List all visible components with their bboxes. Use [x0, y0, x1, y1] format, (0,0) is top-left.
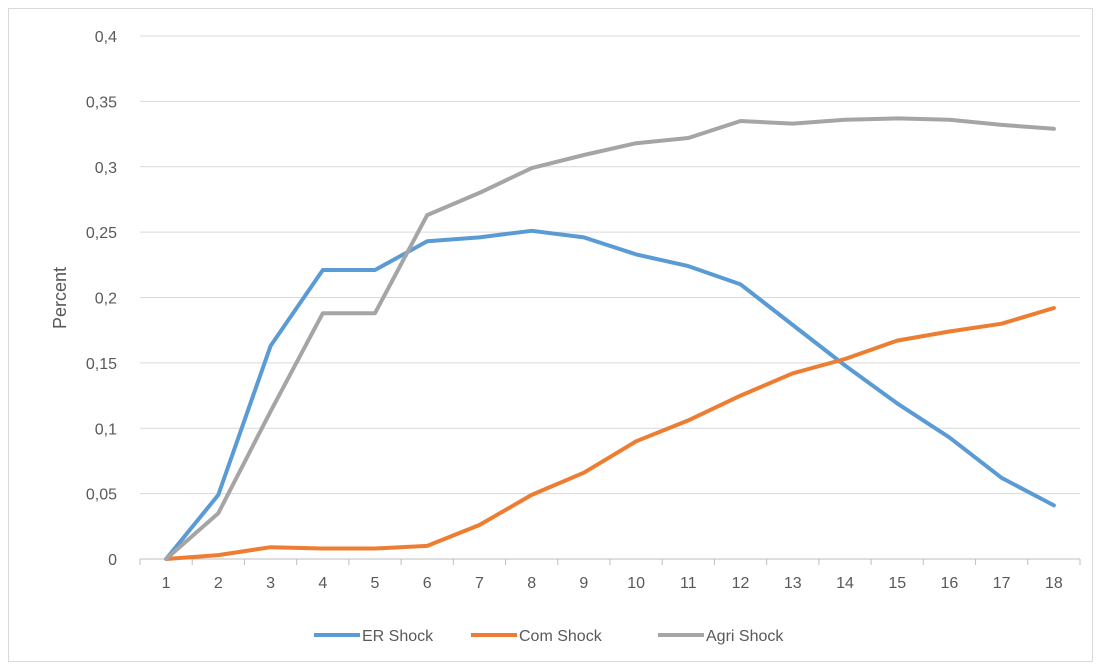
x-tick-label: 2 — [214, 575, 223, 592]
x-tick-label: 11 — [680, 575, 697, 592]
y-tick-label: 0,1 — [95, 421, 117, 438]
series-lines — [164, 116, 1056, 561]
y-axis-title: Percent — [50, 267, 70, 329]
x-tick-label: 3 — [266, 575, 275, 592]
gridlines — [140, 35, 1080, 560]
y-tick-label: 0,3 — [95, 160, 117, 177]
legend-label: Agri Shock — [706, 628, 784, 645]
x-tick-label: 10 — [627, 575, 645, 592]
x-tick-label: 6 — [423, 575, 432, 592]
y-tick-label: 0,25 — [86, 225, 117, 242]
x-tick-label: 12 — [732, 575, 750, 592]
x-tick-label: 8 — [527, 575, 536, 592]
x-tick-label: 15 — [888, 575, 906, 592]
series-line-com-shock — [164, 306, 1056, 561]
x-tick-label: 14 — [836, 575, 854, 592]
y-tick-label: 0,05 — [86, 487, 117, 504]
series-line-agri-shock — [164, 116, 1056, 561]
x-tick-labels: 1 2 3 4 5 6 7 8 9 10 11 12 13 14 15 16 17 18 — [139, 559, 1081, 592]
x-tick-label: 1 — [162, 575, 171, 592]
y-tick-label: 0,35 — [86, 94, 117, 111]
legend-label: ER Shock — [362, 628, 434, 645]
y-tick-label: 0 — [108, 552, 117, 569]
x-tick-label: 13 — [784, 575, 802, 592]
x-tick-label: 5 — [371, 575, 380, 592]
x-tick-label: 4 — [318, 575, 327, 592]
y-tick-label: 0,4 — [95, 29, 117, 46]
x-tick-label: 17 — [993, 575, 1011, 592]
x-tick-label: 18 — [1045, 575, 1063, 592]
y-tick-labels: 0 0,05 0,1 0,15 0,2 0,25 0,3 0,35 0,4 — [86, 29, 117, 569]
series-line-er-shock — [164, 228, 1056, 561]
x-tick-label: 7 — [475, 575, 484, 592]
x-tick-label: 16 — [941, 575, 959, 592]
legend-label: Com Shock — [519, 628, 603, 645]
x-tick-label: 9 — [579, 575, 588, 592]
y-tick-label: 0,15 — [86, 356, 117, 373]
legend: ER Shock Com Shock Agri Shock — [314, 628, 784, 645]
y-tick-label: 0,2 — [95, 291, 117, 308]
